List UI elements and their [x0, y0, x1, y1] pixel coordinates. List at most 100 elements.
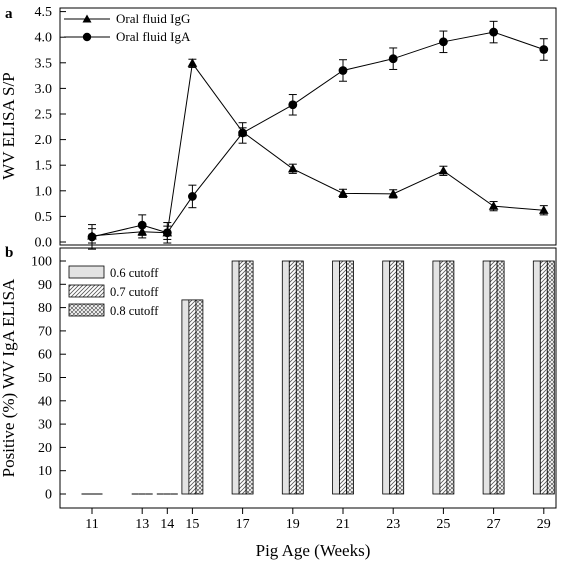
bar [496, 260, 505, 495]
legend-cutoff-06-label: 0.6 cutoff [110, 266, 159, 280]
bar [195, 299, 204, 495]
igg-series-line [91, 62, 544, 237]
bar [482, 260, 491, 495]
y-tick-label: 2.5 [35, 108, 53, 123]
legend-cutoff-08-label: 0.8 cutoff [110, 304, 159, 318]
iga-data-point [162, 228, 172, 238]
y-tick-label: 100 [31, 255, 52, 270]
legend-igg-triangle-icon [82, 14, 92, 23]
bar [245, 260, 254, 495]
iga-data-point [188, 192, 197, 201]
legend-iga-label: Oral fluid IgA [116, 29, 191, 44]
y-tick-label: 0 [45, 488, 52, 503]
legend-iga-circle-icon [82, 32, 92, 42]
iga-data-point [87, 232, 97, 242]
bar [546, 260, 555, 495]
panel-a-error-bars [88, 20, 548, 250]
y-tick-label: 0.0 [35, 236, 53, 251]
x-tick-label: 14 [160, 517, 174, 532]
y-tick-label: 70 [38, 324, 52, 339]
igg-data-point [288, 163, 298, 173]
igg-data-point [388, 188, 398, 198]
panel-a-tag: a [5, 6, 13, 22]
y-tick-label: 40 [38, 394, 52, 409]
y-tick-label: 4.5 [35, 5, 53, 20]
bar [288, 260, 297, 495]
iga-data-point [539, 45, 549, 54]
igg-data-point [338, 188, 348, 197]
legend-cutoff-08-swatch [68, 303, 105, 317]
igg-data-point [187, 58, 198, 67]
bar [489, 260, 498, 495]
iga-series-line [91, 31, 544, 238]
igg-data-point [488, 201, 499, 210]
igg-data-point [137, 226, 147, 236]
panel-a-legend: Oral fluid IgG Oral fluid IgA [64, 11, 191, 44]
bar [188, 299, 197, 495]
x-tick-label: 25 [436, 517, 450, 532]
bar [231, 260, 240, 495]
panel-a-frame [59, 7, 557, 246]
x-tick-label: 15 [185, 517, 199, 532]
bar [238, 260, 247, 495]
panel-b: b 0 10 20 30 40 50 60 70 80 90 100 Positive (%) WV… [0, 245, 557, 509]
iga-data-point [489, 27, 498, 37]
x-tick-label: 17 [236, 517, 250, 532]
iga-data-point [439, 37, 448, 47]
iga-data-point [238, 128, 248, 138]
panel-a-markers [87, 27, 549, 242]
y-tick-label: 30 [38, 418, 52, 433]
bar [181, 299, 190, 495]
x-tick-label: 13 [135, 517, 149, 532]
y-tick-label: 3.0 [35, 82, 53, 97]
x-axis: 11 13 14 15 17 19 21 23 25 27 29 [85, 508, 551, 532]
bar [346, 260, 354, 495]
panel-b-legend: 0.6 cutoff 0.7 cutoff 0.8 cutoff [68, 265, 159, 318]
bar [281, 260, 290, 495]
panel-a-y-label: WV ELISA S/P [0, 72, 18, 179]
bar [332, 260, 340, 495]
bar [432, 260, 441, 495]
y-tick-label: 20 [38, 441, 52, 456]
bar [539, 260, 548, 495]
y-tick-label: 90 [38, 278, 52, 293]
x-tick-label: 29 [537, 517, 551, 532]
bar [382, 260, 391, 495]
x-tick-label: 27 [487, 517, 501, 532]
panel-b-y-label: Positive (%) WV IgA ELISA [0, 278, 18, 477]
y-tick-label: 60 [38, 348, 52, 363]
panel-b-bars [81, 260, 555, 495]
y-tick-label: 3.5 [35, 56, 53, 71]
legend-cutoff-07-swatch [68, 284, 105, 298]
bar [446, 260, 455, 495]
iga-data-point [388, 54, 398, 64]
y-tick-label: 4.0 [35, 31, 53, 46]
panel-a: a 0.0 0.5 1.0 1.5 2.0 2.5 3.0 3.5 4.0 4.5 WV ELIS… [0, 5, 557, 251]
x-tick-label: 21 [336, 517, 350, 532]
bar [339, 260, 347, 495]
y-tick-label: 1.5 [35, 159, 53, 174]
bar [295, 260, 304, 495]
iga-data-point [137, 220, 147, 230]
panel-b-tag: b [5, 245, 13, 261]
y-tick-label: 0.5 [35, 210, 53, 225]
bar [389, 260, 398, 495]
iga-data-point [288, 100, 298, 110]
y-tick-label: 1.0 [35, 184, 53, 199]
bar [439, 260, 448, 495]
panel-a-lines [91, 31, 544, 238]
panel-a-y-axis: 0.0 0.5 1.0 1.5 2.0 2.5 3.0 3.5 4.0 4.5 [35, 5, 66, 251]
x-tick-label: 11 [85, 517, 98, 532]
bar [532, 260, 541, 495]
x-tick-label: 23 [386, 517, 400, 532]
igg-data-point [438, 165, 449, 175]
igg-data-point [539, 205, 549, 214]
panel-b-y-axis: 0 10 20 30 40 50 60 70 80 90 100 [31, 255, 66, 503]
x-axis-label: Pig Age (Weeks) [256, 541, 371, 560]
legend-igg-label: Oral fluid IgG [116, 11, 190, 26]
iga-data-point [338, 66, 348, 75]
y-tick-label: 2.0 [35, 133, 53, 148]
bar [396, 260, 405, 495]
legend-cutoff-06-swatch [68, 265, 105, 279]
